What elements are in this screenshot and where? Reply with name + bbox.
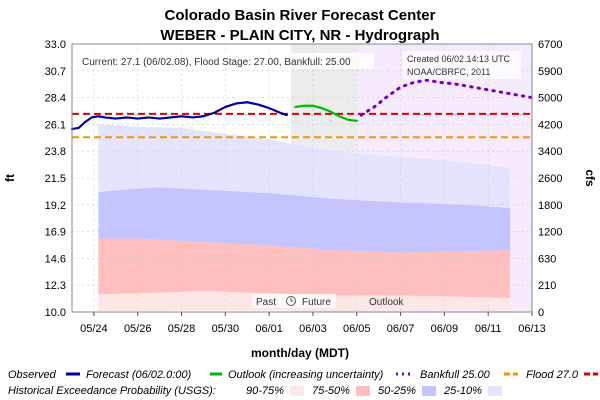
plot-frame [71,43,533,313]
x-tick-label: 06/07 [387,323,415,335]
y-tick-label-left: 33.0 [45,39,66,51]
past-label: Past [256,297,276,308]
future-label: Future [302,297,331,308]
current-info: Current: 27.1 (06/02.08), Flood Stage: 2… [82,57,351,68]
forecast-line [294,104,358,123]
observed-line [70,101,288,131]
y-axis-label-left: ft [3,174,17,182]
y-tick-label-right: 6700 [538,39,562,51]
y-tick-label-right: 1200 [538,227,562,239]
legend-band-3: 50-25% [378,385,416,397]
legend-band-2: 75-50% [312,385,350,397]
legend-bankfull: Bankfull 25.00 [420,369,491,381]
annotations: Current: 27.1 (06/02.08), Flood Stage: 2… [78,51,521,308]
y-tick-label-right: 4200 [538,119,562,131]
chart-subtitle: WEBER - PLAIN CITY, NR - Hydrograph [160,27,439,44]
legend-band-4: 25-10% [443,385,482,397]
series-lines [70,78,534,131]
exceedance-band-3 [98,187,511,253]
past-future-box [252,294,336,308]
x-tick-label: 06/09 [431,323,459,335]
legend-flood: Flood 27.0 [526,369,579,381]
legend-band-1-swatch [290,386,304,396]
y-tick-label-left: 23.8 [45,146,66,158]
y-tick-label-left: 19.2 [45,200,66,212]
y-tick-label-left: 12.3 [45,280,66,292]
exceedance-band-4 [98,124,511,209]
x-axis-label: month/day (MDT) [251,346,349,360]
x-tick-label: 05/26 [124,323,152,335]
y-tick-label-left: 21.5 [45,173,66,185]
x-tick-label: 06/13 [518,323,546,335]
x-tick-label: 06/05 [343,323,371,335]
legend-forecast: Forecast (06/02.0:00) [86,369,192,381]
x-tick-label: 05/24 [80,323,108,335]
y-tick-label-right: 2600 [538,173,562,185]
legend: Observed Forecast (06/02.0:00) Outlook (… [8,369,598,397]
legend-band-3-swatch [422,386,436,396]
clock-icon [286,296,296,306]
legend-outlook: Outlook (increasing uncertainty) [228,369,384,381]
y-tick-label-right: 210 [538,280,556,292]
created-line-2: NOAA/CBRFC, 2011 [407,67,490,77]
created-box [403,51,521,79]
created-line-1: Created 06/02.14:13 UTC [407,54,511,64]
y-tick-label-right: 5900 [538,66,562,78]
y-tick-label-left: 30.7 [45,66,66,78]
y-tick-label-right: 5000 [538,93,562,105]
x-tick-label: 06/01 [255,323,283,335]
y-tick-label-right: 3400 [538,146,562,158]
legend-band-4-swatch [488,386,502,396]
x-tick-label: 05/30 [212,323,240,335]
exceedance-band-2 [98,238,511,299]
y-tick-label-left: 26.1 [45,119,66,131]
x-tick-label: 06/03 [299,323,327,335]
y-tick-label-left: 28.4 [45,93,66,105]
x-tick-label: 06/11 [475,323,502,335]
y-tick-label-left: 10.0 [45,307,66,319]
y-tick-label-right: 0 [538,307,544,319]
y-tick-label-right: 1800 [538,200,562,212]
y-axis-label-right: cfs [583,169,597,187]
legend-band-2-swatch [356,386,370,396]
legend-historical: Historical Exceedance Probability (USGS)… [8,385,216,397]
y-tick-label-left: 16.9 [45,227,66,239]
chart-title: Colorado Basin River Forecast Center [165,7,436,24]
x-tick-label: 05/28 [168,323,196,335]
axes: 05/24 05/26 05/28 05/30 06/01 06/03 06/05 06/07… [45,39,563,335]
outlook-label: Outlook [369,297,404,308]
legend-band-1: 90-75% [246,385,284,397]
current-info-box [78,53,374,69]
y-tick-label-right: 630 [538,253,556,265]
legend-observed: Observed [8,369,57,381]
y-tick-label-left: 14.6 [45,253,66,265]
